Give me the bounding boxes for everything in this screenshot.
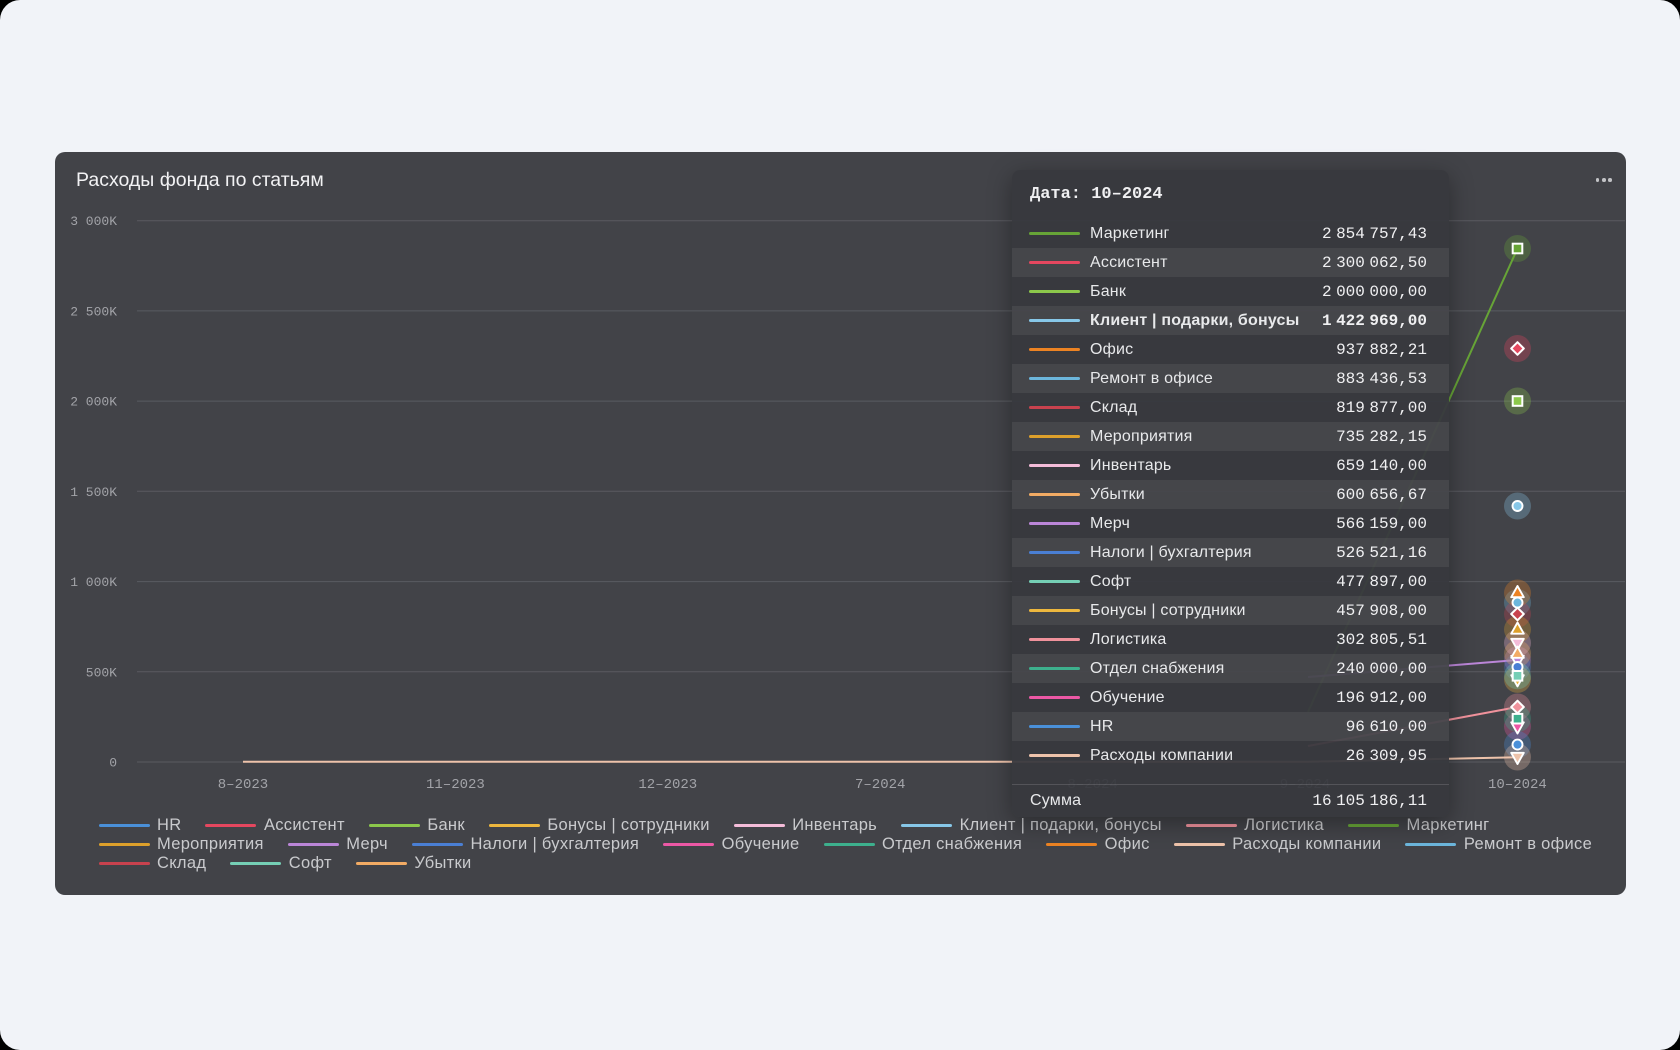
svg-text:1 500K: 1 500K (70, 485, 117, 500)
svg-text:12–2023: 12–2023 (638, 777, 697, 793)
svg-text:3 000K: 3 000K (70, 214, 117, 229)
svg-text:2 000K: 2 000K (70, 395, 117, 410)
svg-text:7–2024: 7–2024 (855, 777, 905, 793)
svg-text:8–2023: 8–2023 (218, 777, 268, 793)
svg-text:500K: 500K (86, 665, 117, 680)
svg-text:0: 0 (109, 756, 117, 771)
svg-text:1 000K: 1 000K (70, 575, 117, 590)
svg-text:2 500K: 2 500K (70, 304, 117, 319)
svg-text:10–2024: 10–2024 (1488, 777, 1547, 793)
svg-text:11–2023: 11–2023 (426, 777, 485, 793)
